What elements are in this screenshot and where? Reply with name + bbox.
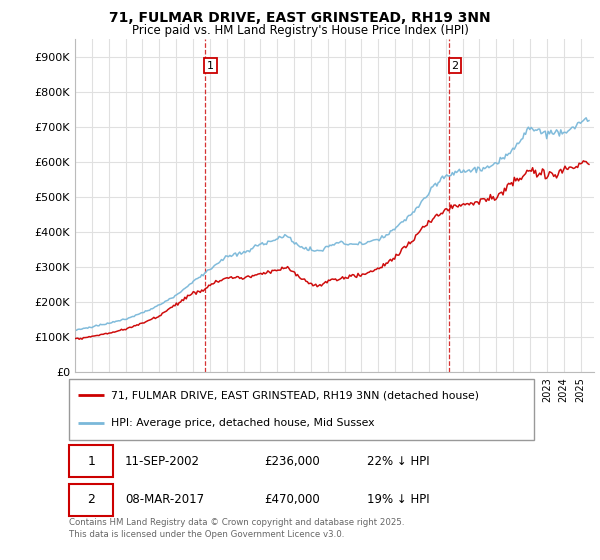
Text: Contains HM Land Registry data © Crown copyright and database right 2025.
This d: Contains HM Land Registry data © Crown c… xyxy=(69,518,404,539)
Text: 1: 1 xyxy=(207,60,214,71)
Text: 11-SEP-2002: 11-SEP-2002 xyxy=(125,455,200,468)
Text: 19% ↓ HPI: 19% ↓ HPI xyxy=(367,493,429,506)
Text: 2: 2 xyxy=(88,493,95,506)
Text: 08-MAR-2017: 08-MAR-2017 xyxy=(125,493,204,506)
Text: 1: 1 xyxy=(88,455,95,468)
Text: 22% ↓ HPI: 22% ↓ HPI xyxy=(367,455,429,468)
Text: 71, FULMAR DRIVE, EAST GRINSTEAD, RH19 3NN (detached house): 71, FULMAR DRIVE, EAST GRINSTEAD, RH19 3… xyxy=(111,390,479,400)
Text: 2: 2 xyxy=(451,60,458,71)
FancyBboxPatch shape xyxy=(69,484,113,516)
Text: 71, FULMAR DRIVE, EAST GRINSTEAD, RH19 3NN: 71, FULMAR DRIVE, EAST GRINSTEAD, RH19 3… xyxy=(109,11,491,25)
Text: £470,000: £470,000 xyxy=(264,493,320,506)
Text: £236,000: £236,000 xyxy=(264,455,320,468)
Text: HPI: Average price, detached house, Mid Sussex: HPI: Average price, detached house, Mid … xyxy=(111,418,374,428)
Text: Price paid vs. HM Land Registry's House Price Index (HPI): Price paid vs. HM Land Registry's House … xyxy=(131,24,469,37)
FancyBboxPatch shape xyxy=(69,445,113,477)
